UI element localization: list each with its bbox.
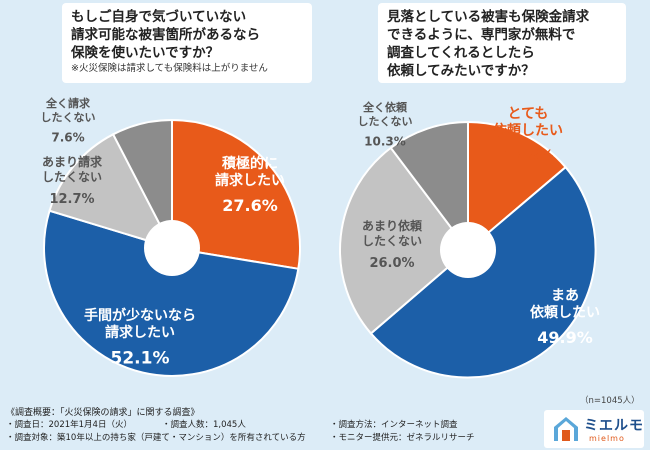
survey-date: ・調査日：2021年1月4日（火） [6,420,132,430]
pie-2-slice-4-label: 全く依頼 [362,100,408,114]
question-2-line-4: 依頼してみたいですか？ [387,63,535,79]
pie-1-slice-1 [171,118,301,270]
pie-1-slice-1-label: 積極的に [221,155,278,172]
pie-1-slice-4-label: したくない [41,111,96,124]
pie-2-slice-2-value: 49.9% [537,328,593,347]
pie-1-slice-3 [48,132,174,250]
pie-chart-1: 積極的に請求したい27.6%手間が少ないなら請求したい52.1%あまり請求したく… [41,96,301,377]
mielmo-logo: ミエルモ mielmo [544,410,644,448]
survey-method: ・調査方法：インターネット調査 [330,420,458,430]
pie-2-slice-2-label: まあ [551,288,579,304]
pie-2-slice-4-value: 10.3% [364,135,406,149]
pie-2-slice-3-label: したくない [362,234,422,248]
pie-2-slice-2-label: 依頼したい [530,304,600,321]
sample-size: （n=1045人） [580,396,640,406]
pie-1-slice-2 [43,209,300,377]
pie-1-slice-2-value: 52.1% [111,348,170,368]
pie-1-slice-3-value: 12.7% [49,192,94,207]
question-1-line-1: もしご自身で気づいていない [71,9,247,25]
question-1-line-3: 保険を使いたいですか？ [71,45,220,61]
house-icon [554,417,578,441]
logo-name: ミエルモ [584,418,644,434]
survey-target: ・調査対象：築10年以上の持ち家（戸建て・マンション）を所有されている方 [6,433,306,443]
pie-1-slice-4-label: 全く請求 [45,96,91,110]
question-1-note: ※火災保険は請求しても保険料は上がりません [71,63,268,74]
pie-2-slice-3-label: あまり依頼 [362,218,423,233]
survey-count: ・調査人数：1,045人 [162,420,246,430]
pie-1-slice-3-label: したくない [42,170,102,184]
pie-2-slice-3 [339,146,470,335]
pie-2-slice-4 [389,120,469,253]
pie-2-slice-4-label: したくない [358,115,413,128]
survey-provider: ・モニター提供元：ゼネラルリサーチ [330,433,475,443]
survey-title: 《調査概要：「火災保険の請求」に関する調査》 [6,408,200,418]
question-2-line-1: 見落としている被害も保険金請求 [387,9,590,25]
pie-1-slice-4 [111,118,173,249]
question-box-1: もしご自身で気づいていない 請求可能な被害箇所があるなら 保険を使いたいですか？… [62,3,312,83]
pie-2-slice-1-label: とても [508,106,549,122]
pie-1-slice-3-label: あまり請求 [42,154,103,169]
logo-sub: mielmo [589,434,625,443]
pie-1-slice-1-label: 請求したい [215,172,285,189]
pie-chart-2: とても依頼したい13.8%まあ依頼したい49.9%あまり依頼したくない26.0%… [339,100,600,379]
pie-2-slice-1-value: 13.8% [502,146,554,164]
question-1-line-2: 請求可能な被害箇所があるなら [71,27,260,43]
footer [0,404,650,450]
pie-2-center-hole [440,222,496,278]
pie-2-slice-3-value: 26.0% [369,256,414,271]
pie-1-center-hole [144,220,200,276]
pie-2-slice-1-label: 依頼したい [493,122,563,139]
question-2-line-3: 調査してくれるとしたら [387,45,535,61]
question-2-line-2: できるように、専門家が無料で [387,27,576,43]
pie-1-slice-2-label: 手間が少ないなら [84,307,196,324]
pie-1-slice-2-label: 請求したい [105,324,175,341]
pie-1-slice-4-value: 7.6% [51,131,84,145]
pie-1-slice-1-value: 27.6% [222,196,278,215]
question-box-2: 見落としている被害も保険金請求 できるように、専門家が無料で 調査してくれるとし… [378,3,626,83]
pie-2-slice-1 [467,120,567,253]
